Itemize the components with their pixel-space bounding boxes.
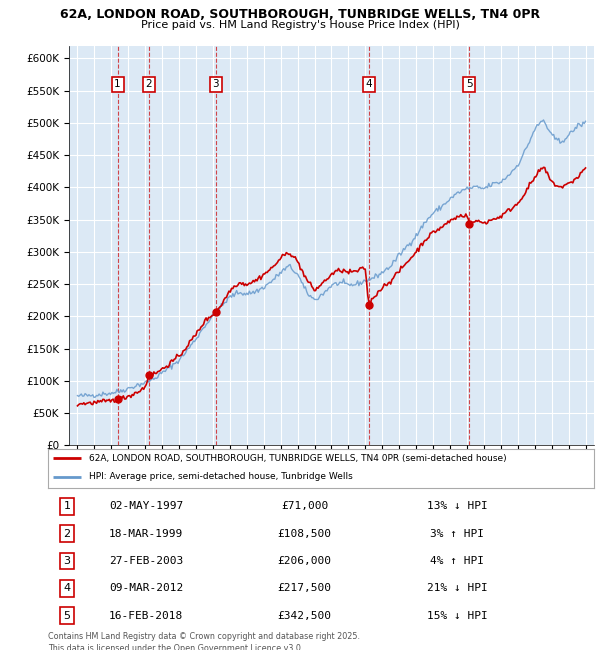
Text: HPI: Average price, semi-detached house, Tunbridge Wells: HPI: Average price, semi-detached house,… <box>89 472 353 481</box>
Text: 3: 3 <box>64 556 71 566</box>
Text: 27-FEB-2003: 27-FEB-2003 <box>109 556 184 566</box>
Text: 4: 4 <box>64 583 71 593</box>
Text: £342,500: £342,500 <box>278 610 332 621</box>
Text: 62A, LONDON ROAD, SOUTHBOROUGH, TUNBRIDGE WELLS, TN4 0PR (semi-detached house): 62A, LONDON ROAD, SOUTHBOROUGH, TUNBRIDG… <box>89 454 506 463</box>
Text: 4% ↑ HPI: 4% ↑ HPI <box>431 556 485 566</box>
Text: This data is licensed under the Open Government Licence v3.0.: This data is licensed under the Open Gov… <box>48 644 304 650</box>
Text: 1: 1 <box>114 79 121 89</box>
Text: 5: 5 <box>466 79 472 89</box>
Text: £71,000: £71,000 <box>281 501 328 512</box>
Text: 09-MAR-2012: 09-MAR-2012 <box>109 583 184 593</box>
Text: 2: 2 <box>64 528 71 539</box>
Text: Contains HM Land Registry data © Crown copyright and database right 2025.: Contains HM Land Registry data © Crown c… <box>48 632 360 642</box>
Text: £108,500: £108,500 <box>278 528 332 539</box>
Text: £217,500: £217,500 <box>278 583 332 593</box>
Text: 21% ↓ HPI: 21% ↓ HPI <box>427 583 488 593</box>
Text: Price paid vs. HM Land Registry's House Price Index (HPI): Price paid vs. HM Land Registry's House … <box>140 20 460 29</box>
Text: 5: 5 <box>64 610 71 621</box>
Text: 4: 4 <box>365 79 372 89</box>
Text: 2: 2 <box>146 79 152 89</box>
Text: 62A, LONDON ROAD, SOUTHBOROUGH, TUNBRIDGE WELLS, TN4 0PR: 62A, LONDON ROAD, SOUTHBOROUGH, TUNBRIDG… <box>60 8 540 21</box>
Text: 1: 1 <box>64 501 71 512</box>
Text: £206,000: £206,000 <box>278 556 332 566</box>
Text: 15% ↓ HPI: 15% ↓ HPI <box>427 610 488 621</box>
Text: 18-MAR-1999: 18-MAR-1999 <box>109 528 184 539</box>
Text: 16-FEB-2018: 16-FEB-2018 <box>109 610 184 621</box>
Text: 13% ↓ HPI: 13% ↓ HPI <box>427 501 488 512</box>
Text: 3% ↑ HPI: 3% ↑ HPI <box>431 528 485 539</box>
Text: 3: 3 <box>212 79 219 89</box>
Text: 02-MAY-1997: 02-MAY-1997 <box>109 501 184 512</box>
